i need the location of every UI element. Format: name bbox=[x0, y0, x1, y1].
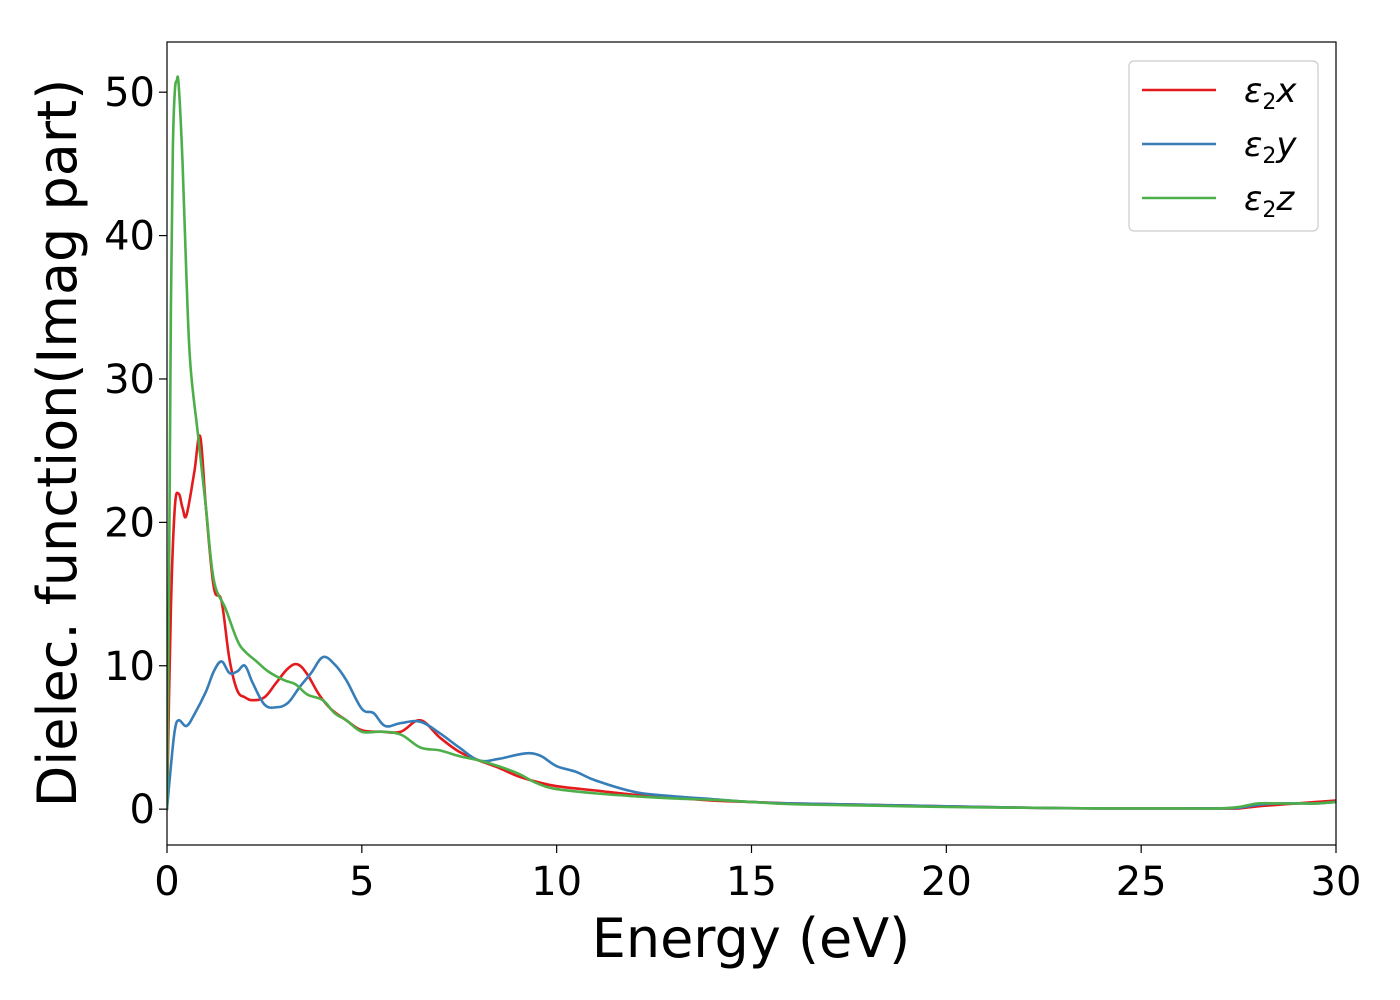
legend-label-x: ε2x bbox=[1244, 71, 1297, 115]
x-ticks: 0 5 10 15 20 25 30 bbox=[154, 845, 1361, 905]
series-line-z bbox=[167, 75, 1336, 811]
y-tick-label: 50 bbox=[104, 70, 155, 116]
x-tick-label: 15 bbox=[726, 859, 777, 905]
y-tick-label: 0 bbox=[130, 787, 155, 833]
legend-box bbox=[1128, 60, 1319, 232]
legend: ε2x ε2y ε2z bbox=[1128, 60, 1319, 232]
x-tick-label: 10 bbox=[531, 859, 582, 905]
y-tick-label: 10 bbox=[104, 644, 155, 690]
legend-label-z: ε2z bbox=[1244, 179, 1295, 223]
series-layer bbox=[167, 75, 1336, 811]
x-axis-label: Energy (eV) bbox=[592, 907, 911, 970]
y-tick-label: 20 bbox=[104, 500, 155, 546]
x-tick-label: 30 bbox=[1311, 859, 1362, 905]
y-axis-label: Dielec. function(Imag part) bbox=[26, 79, 89, 808]
x-tick-label: 20 bbox=[921, 859, 972, 905]
legend-label-y: ε2y bbox=[1244, 125, 1297, 169]
y-tick-label: 40 bbox=[104, 214, 155, 260]
y-ticks: 0 10 20 30 40 50 bbox=[104, 70, 167, 833]
x-tick-label: 0 bbox=[154, 859, 179, 905]
y-tick-label: 30 bbox=[104, 357, 155, 403]
x-tick-label: 5 bbox=[349, 859, 374, 905]
x-tick-label: 25 bbox=[1116, 859, 1167, 905]
